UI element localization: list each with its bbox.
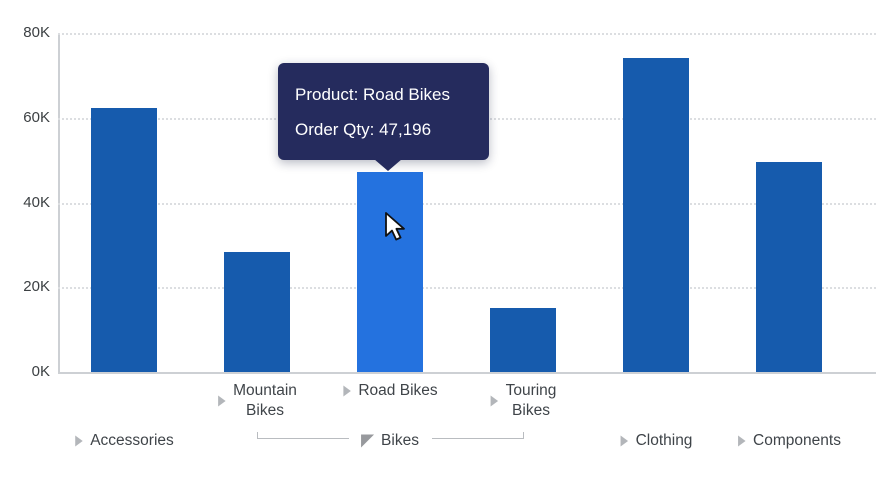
x-axis-label-accessories[interactable]: Accessories [73, 431, 174, 451]
y-axis-tick-label[interactable]: 60K [23, 108, 50, 126]
bar-components[interactable] [755, 162, 822, 372]
x-axis-label-text[interactable]: Road Bikes [358, 382, 438, 399]
tooltip-product-line: Product: Road Bikes [295, 85, 450, 104]
x-axis-label-road-bikes[interactable]: Road Bikes [341, 381, 438, 401]
gridline[interactable] [58, 33, 876, 35]
x-axis-line [58, 372, 876, 374]
collapse-arrow-icon[interactable] [73, 434, 83, 448]
bar-clothing[interactable] [622, 58, 689, 372]
x-axis-label-touring-bikes[interactable]: Touring Bikes [489, 381, 557, 421]
x-axis-label-text[interactable]: Mountain Bikes [233, 382, 297, 419]
group-bracket-right[interactable] [431, 432, 524, 439]
x-axis-label-mountain-bikes[interactable]: Mountain Bikes [216, 381, 297, 421]
group-bracket-left[interactable] [256, 432, 349, 439]
x-axis-label-text[interactable]: Components [753, 432, 841, 449]
gridline[interactable] [58, 287, 876, 290]
bar-accessories[interactable] [90, 108, 157, 372]
mouse-cursor-icon [382, 211, 408, 248]
x-axis-label-text[interactable]: Touring Bikes [505, 382, 557, 419]
y-axis-tick-label[interactable]: 0K [31, 363, 50, 380]
x-axis-label-components[interactable]: Components [736, 431, 841, 451]
tooltip-caret [374, 159, 402, 171]
x-axis-label-text[interactable]: Bikes [381, 432, 419, 449]
expanded-arrow-icon[interactable] [360, 434, 374, 448]
x-axis-label-text[interactable]: Accessories [90, 432, 174, 449]
bar-touring-bikes[interactable] [489, 308, 556, 372]
collapse-arrow-icon[interactable] [341, 384, 351, 398]
bar-road-bikes[interactable] [356, 172, 423, 372]
x-axis-label-bikes[interactable]: Bikes [360, 431, 419, 451]
collapse-arrow-icon[interactable] [619, 434, 629, 448]
collapse-arrow-icon[interactable] [216, 394, 226, 408]
tooltip: Product: Road Bikes Order Qty: 47,196 [278, 63, 489, 171]
y-axis-tick-label[interactable]: 40K [23, 193, 50, 211]
collapse-arrow-icon[interactable] [736, 434, 746, 448]
tooltip-qty-line: Order Qty: 47,196 [295, 120, 432, 139]
y-axis-tick-label[interactable]: 20K [23, 278, 50, 296]
y-axis-tick-label[interactable]: 80K [23, 24, 50, 41]
collapse-arrow-icon[interactable] [489, 394, 499, 408]
bar-mountain-bikes[interactable] [223, 252, 290, 372]
x-axis-label-text[interactable]: Clothing [635, 432, 693, 449]
gridline[interactable] [58, 202, 876, 205]
x-axis-label-clothing[interactable]: Clothing [619, 431, 693, 451]
